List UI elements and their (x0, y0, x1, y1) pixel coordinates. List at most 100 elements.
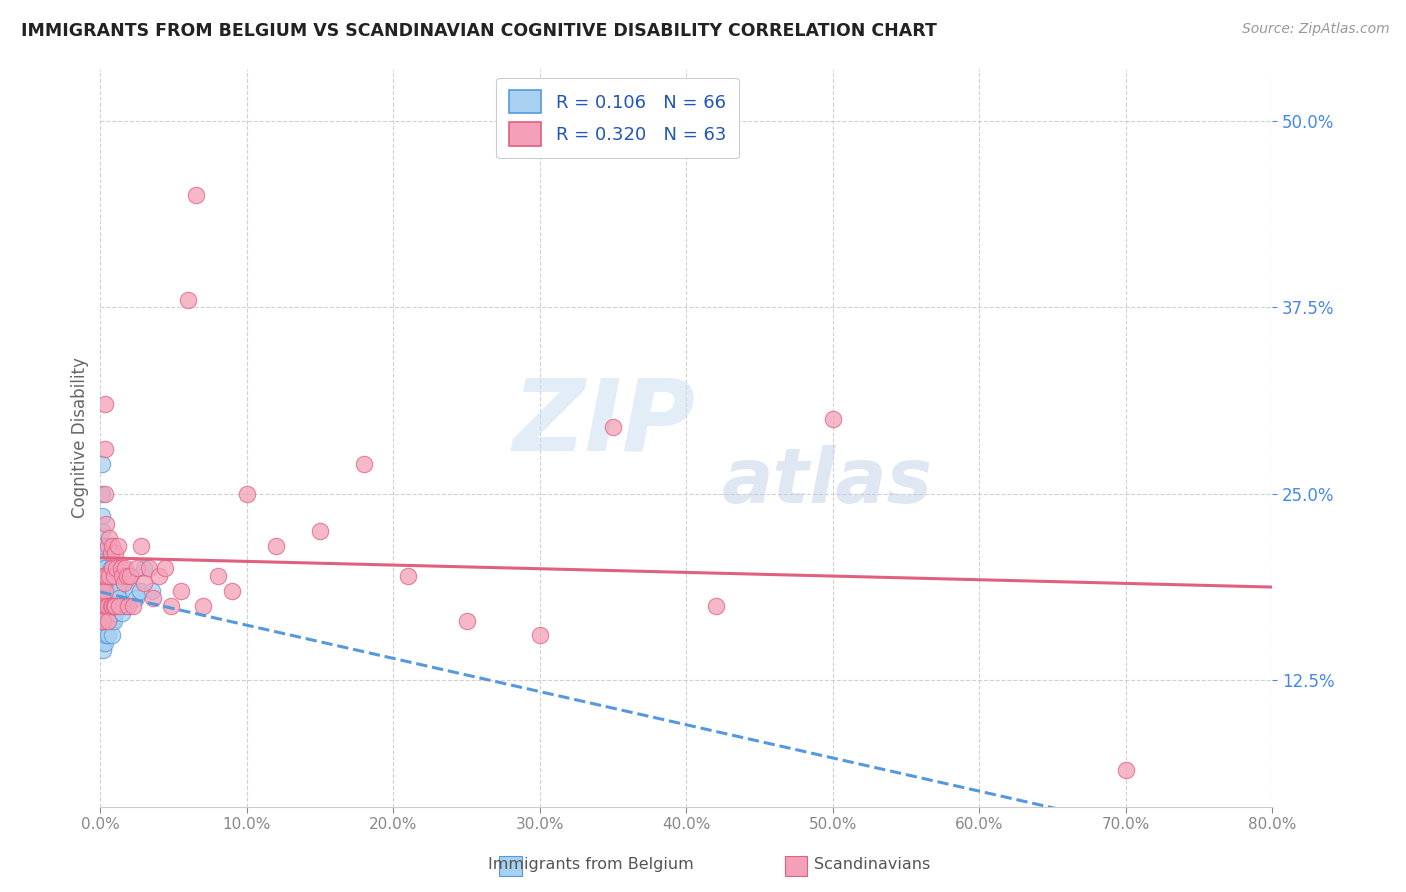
Point (96, 628, 118, 642)
Point (134, 576, 156, 591)
Point (98, 568, 121, 582)
Point (97, 614, 120, 628)
Text: Scandinavians: Scandinavians (814, 857, 929, 872)
Point (125, 561, 148, 575)
Point (97, 539, 120, 553)
Point (104, 583, 127, 598)
Point (90, 457, 112, 471)
Point (93, 583, 115, 598)
Point (129, 583, 152, 598)
Point (104, 599, 127, 613)
Point (112, 576, 135, 591)
Point (602, 419, 624, 434)
Point (118, 568, 141, 582)
Point (105, 599, 128, 613)
Point (91, 636, 114, 650)
Point (96, 583, 118, 598)
Point (98, 532, 121, 546)
Point (91, 554, 114, 568)
Point (117, 599, 139, 613)
Point (97, 628, 120, 642)
Point (101, 628, 124, 642)
Point (90, 614, 112, 628)
Point (153, 561, 176, 575)
Point (101, 599, 124, 613)
Point (93, 636, 115, 650)
Y-axis label: Cognitive Disability: Cognitive Disability (72, 358, 89, 518)
Point (1115, 763, 1137, 777)
Point (91, 583, 114, 598)
Point (264, 539, 287, 553)
Point (100, 583, 122, 598)
Point (93, 628, 115, 642)
Point (90, 509, 112, 524)
Point (91, 591, 114, 606)
Point (93, 583, 115, 598)
Point (191, 599, 214, 613)
Point (98, 568, 121, 582)
Point (159, 599, 181, 613)
Point (103, 568, 125, 582)
Point (108, 591, 131, 606)
Point (90, 583, 112, 598)
Point (96, 576, 118, 591)
Point (100, 546, 122, 560)
Point (104, 606, 127, 620)
Text: IMMIGRANTS FROM BELGIUM VS SCANDINAVIAN COGNITIVE DISABILITY CORRELATION CHART: IMMIGRANTS FROM BELGIUM VS SCANDINAVIAN … (21, 22, 936, 40)
Point (131, 539, 153, 553)
Point (100, 599, 122, 613)
Point (138, 561, 160, 575)
Point (97, 599, 120, 613)
Point (98, 614, 121, 628)
Point (96, 599, 118, 613)
Point (96, 621, 118, 635)
Point (114, 561, 136, 575)
Point (90, 524, 112, 538)
Point (111, 568, 134, 582)
Point (107, 583, 129, 598)
Point (821, 412, 844, 426)
Point (141, 583, 163, 598)
Point (91, 591, 114, 606)
Point (91, 628, 114, 642)
Text: atlas: atlas (721, 445, 932, 519)
Point (309, 524, 332, 538)
Point (456, 614, 478, 628)
Point (529, 628, 551, 642)
Point (704, 599, 727, 613)
Point (101, 599, 124, 613)
Point (96, 599, 118, 613)
Point (142, 591, 165, 606)
Point (98, 599, 121, 613)
Point (98, 583, 121, 598)
Point (101, 614, 124, 628)
Point (93, 486, 115, 500)
Point (353, 457, 375, 471)
Point (236, 486, 259, 500)
Point (97, 614, 120, 628)
Text: Source: ZipAtlas.com: Source: ZipAtlas.com (1241, 22, 1389, 37)
Point (93, 576, 115, 591)
Point (115, 568, 138, 582)
Point (103, 614, 125, 628)
Point (93, 561, 115, 575)
Point (91, 614, 114, 628)
Point (101, 561, 124, 575)
Point (96, 606, 118, 620)
Text: Immigrants from Belgium: Immigrants from Belgium (488, 857, 693, 872)
Point (114, 599, 136, 613)
Point (100, 561, 122, 575)
Point (121, 583, 143, 598)
Point (134, 561, 156, 575)
Point (91, 568, 114, 582)
Legend: R = 0.106   N = 66, R = 0.320   N = 63: R = 0.106 N = 66, R = 0.320 N = 63 (496, 78, 738, 158)
Point (111, 606, 134, 620)
Point (110, 599, 132, 613)
Point (121, 599, 143, 613)
Point (93, 591, 115, 606)
Point (103, 599, 125, 613)
Point (93, 621, 115, 635)
Point (96, 516, 118, 531)
Point (91, 606, 114, 620)
Point (97, 591, 120, 606)
